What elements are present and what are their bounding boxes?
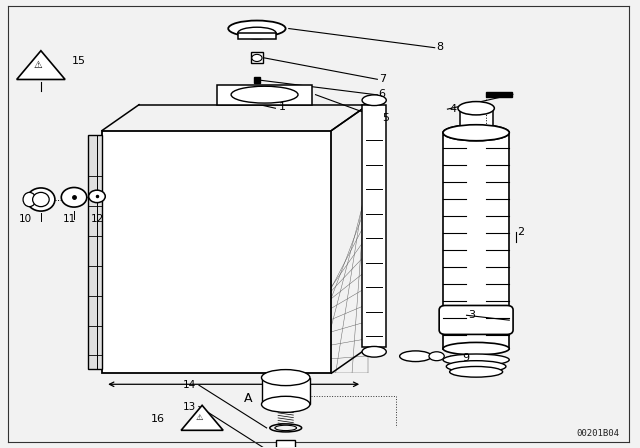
- FancyBboxPatch shape: [439, 306, 513, 334]
- Text: 3: 3: [468, 310, 476, 320]
- Bar: [88, 135, 102, 369]
- Bar: [217, 85, 312, 105]
- Ellipse shape: [362, 95, 387, 106]
- Text: 12: 12: [90, 214, 104, 224]
- Text: 00201B04: 00201B04: [577, 429, 620, 438]
- Bar: [443, 135, 509, 349]
- Ellipse shape: [231, 86, 298, 103]
- Ellipse shape: [89, 190, 105, 202]
- Ellipse shape: [275, 425, 296, 431]
- Text: 2: 2: [518, 227, 525, 237]
- Ellipse shape: [61, 188, 87, 207]
- Ellipse shape: [252, 54, 262, 61]
- Bar: [460, 108, 493, 133]
- Ellipse shape: [262, 396, 310, 412]
- Ellipse shape: [458, 102, 494, 115]
- Ellipse shape: [27, 188, 55, 211]
- Bar: [228, 28, 285, 35]
- Ellipse shape: [443, 342, 509, 355]
- Text: 15: 15: [72, 56, 86, 66]
- Text: 6: 6: [379, 89, 386, 99]
- Text: 10: 10: [19, 214, 32, 224]
- Polygon shape: [181, 405, 223, 431]
- Text: 9: 9: [462, 353, 469, 363]
- Ellipse shape: [262, 370, 310, 386]
- Text: 13: 13: [183, 401, 196, 412]
- Text: 16: 16: [151, 414, 165, 423]
- Text: ⚠: ⚠: [195, 413, 203, 422]
- Text: 14: 14: [183, 380, 196, 390]
- Bar: [362, 105, 387, 347]
- Ellipse shape: [23, 192, 36, 207]
- Text: ⚠: ⚠: [33, 60, 42, 70]
- Text: 11: 11: [63, 214, 76, 224]
- Ellipse shape: [443, 125, 509, 141]
- Ellipse shape: [446, 361, 506, 372]
- Text: A: A: [244, 392, 252, 405]
- Ellipse shape: [362, 346, 387, 357]
- Ellipse shape: [270, 424, 301, 432]
- Text: 4: 4: [449, 103, 456, 114]
- Text: 5: 5: [383, 113, 390, 124]
- Ellipse shape: [450, 366, 502, 377]
- Ellipse shape: [443, 125, 509, 141]
- Ellipse shape: [33, 192, 49, 207]
- Bar: [486, 92, 511, 97]
- Bar: [276, 440, 295, 448]
- Ellipse shape: [429, 352, 444, 361]
- Ellipse shape: [228, 21, 285, 37]
- Ellipse shape: [238, 27, 276, 39]
- Text: 8: 8: [436, 42, 444, 52]
- Bar: [238, 33, 276, 39]
- Text: 7: 7: [379, 74, 386, 84]
- Ellipse shape: [443, 354, 509, 366]
- Bar: [102, 130, 332, 373]
- Bar: [262, 378, 310, 404]
- Text: 1: 1: [278, 102, 285, 112]
- Ellipse shape: [399, 351, 431, 362]
- Polygon shape: [17, 51, 65, 79]
- Bar: [250, 52, 263, 63]
